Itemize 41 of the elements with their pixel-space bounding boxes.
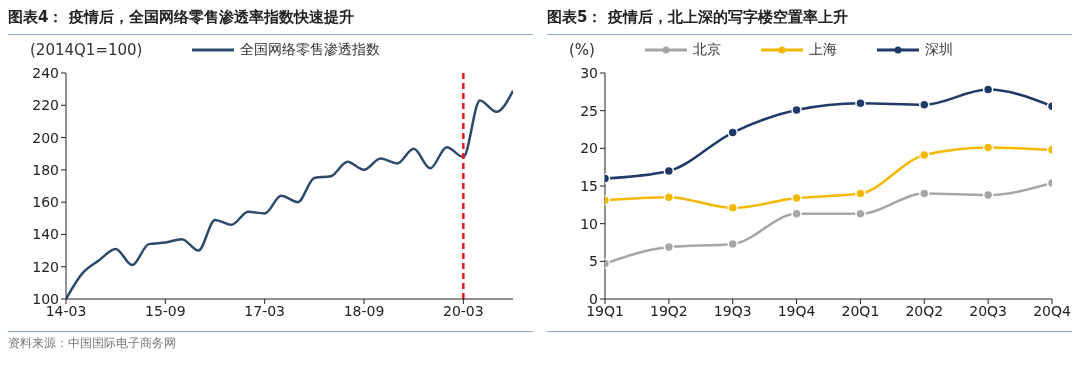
y-tick-label: 160: [32, 194, 59, 211]
x-tick-label: 20Q1: [841, 302, 880, 319]
y-tick-label: 15: [580, 177, 598, 194]
legend-label: 上海: [808, 41, 837, 59]
y-tick-label: 20: [580, 140, 598, 157]
x-tick-label: 20Q4: [1033, 302, 1071, 319]
legend-label: 全国网络零售渗透指数: [240, 41, 381, 59]
point: [919, 188, 930, 199]
y-tick-label: 30: [580, 64, 598, 81]
y-tick-label: 10: [580, 215, 598, 232]
y-axis-title: (2014Q1=100): [30, 41, 143, 59]
x-tick-label: 20Q2: [905, 302, 944, 319]
y-tick-label: 180: [32, 161, 59, 178]
y-axis-title: (%): [569, 41, 595, 59]
y-tick-label: 140: [32, 226, 59, 243]
y-tick-label: 5: [589, 253, 598, 270]
legend-label: 深圳: [924, 41, 953, 59]
y-tick-label: 200: [32, 129, 59, 146]
chart-title: 图表5： 疫情后，北上深的写字楼空置率上升: [547, 8, 1072, 35]
x-tick-label: 20-03: [442, 302, 484, 319]
y-tick-label: 220: [32, 97, 59, 114]
y-tick-label: 120: [32, 258, 59, 275]
y-tick-label: 25: [580, 102, 598, 119]
x-tick-label: 18-09: [343, 302, 385, 319]
point: [727, 127, 738, 138]
point: [982, 84, 994, 95]
legend-label: 北京: [692, 41, 721, 59]
x-tick-label: 19Q4: [777, 302, 816, 319]
text: 资料来源：中国国际电子商务网: [8, 336, 176, 350]
y-tick-label: 100: [32, 290, 59, 307]
y-tick-label: 240: [32, 64, 59, 81]
x-tick-label: 15-09: [144, 302, 186, 319]
point: [855, 188, 866, 199]
x-tick-label: 20Q3: [969, 302, 1008, 319]
y-tick-label: 0: [589, 290, 598, 307]
point: [982, 142, 994, 153]
x-tick-label: 19Q3: [713, 302, 752, 319]
x-tick-label: 17-03: [244, 302, 286, 319]
point: [919, 99, 930, 110]
x-tick-label: 19Q2: [649, 302, 688, 319]
chart-title: 图表4： 疫情后，全国网络零售渗透率指数快速提升: [8, 8, 533, 35]
